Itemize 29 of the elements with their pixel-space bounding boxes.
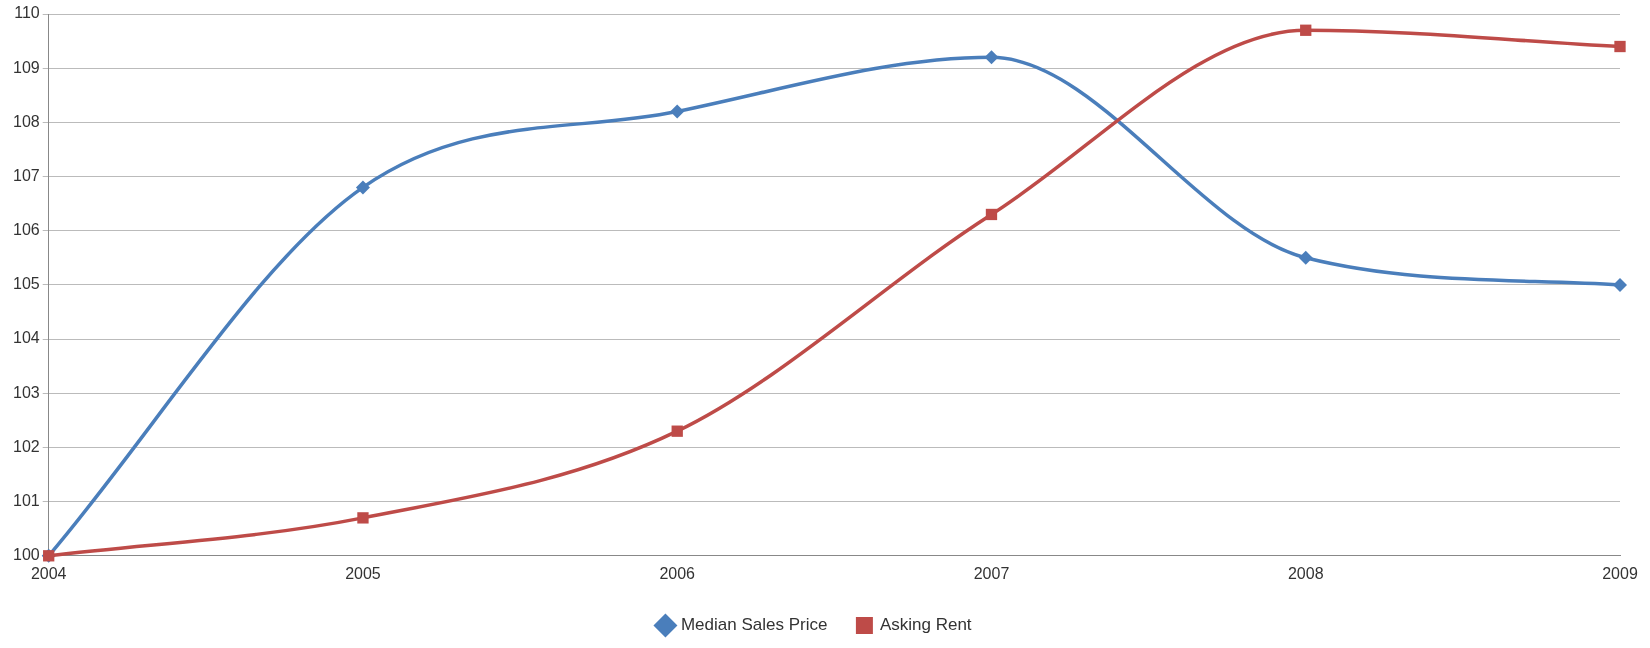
- point: [670, 104, 685, 119]
- y-tick-label: 107: [12, 166, 40, 184]
- y-tick-label: 108: [12, 112, 40, 130]
- y-tick-label: 101: [12, 492, 40, 510]
- x-tick-label: 2008: [1287, 564, 1324, 582]
- point: [1300, 24, 1312, 36]
- y-tick-label: 105: [12, 275, 40, 293]
- point: [985, 208, 998, 221]
- legend-label: Median Sales Price: [680, 615, 828, 635]
- x-tick-label: 2009: [1602, 564, 1638, 582]
- y-tick-label: 110: [14, 4, 40, 22]
- point: [357, 512, 369, 524]
- y-tick-label: 100: [12, 546, 40, 564]
- y-tick-label: 103: [12, 383, 40, 401]
- legend-label: Asking Rent: [879, 615, 972, 635]
- x-tick-label: 2007: [973, 564, 1010, 582]
- point: [1614, 40, 1626, 53]
- point: [984, 50, 999, 65]
- point: [355, 180, 370, 195]
- y-tick-label: 106: [12, 221, 40, 239]
- point: [1613, 277, 1627, 292]
- x-tick-label: 2005: [345, 564, 381, 582]
- y-tick-label: 102: [12, 437, 40, 455]
- point: [1298, 250, 1313, 265]
- y-tick-label: 109: [12, 58, 40, 76]
- y-tick-label: 104: [12, 329, 40, 347]
- point: [671, 425, 683, 437]
- x-tick-label: 2006: [659, 564, 696, 582]
- x-tick-label: 2004: [30, 564, 67, 582]
